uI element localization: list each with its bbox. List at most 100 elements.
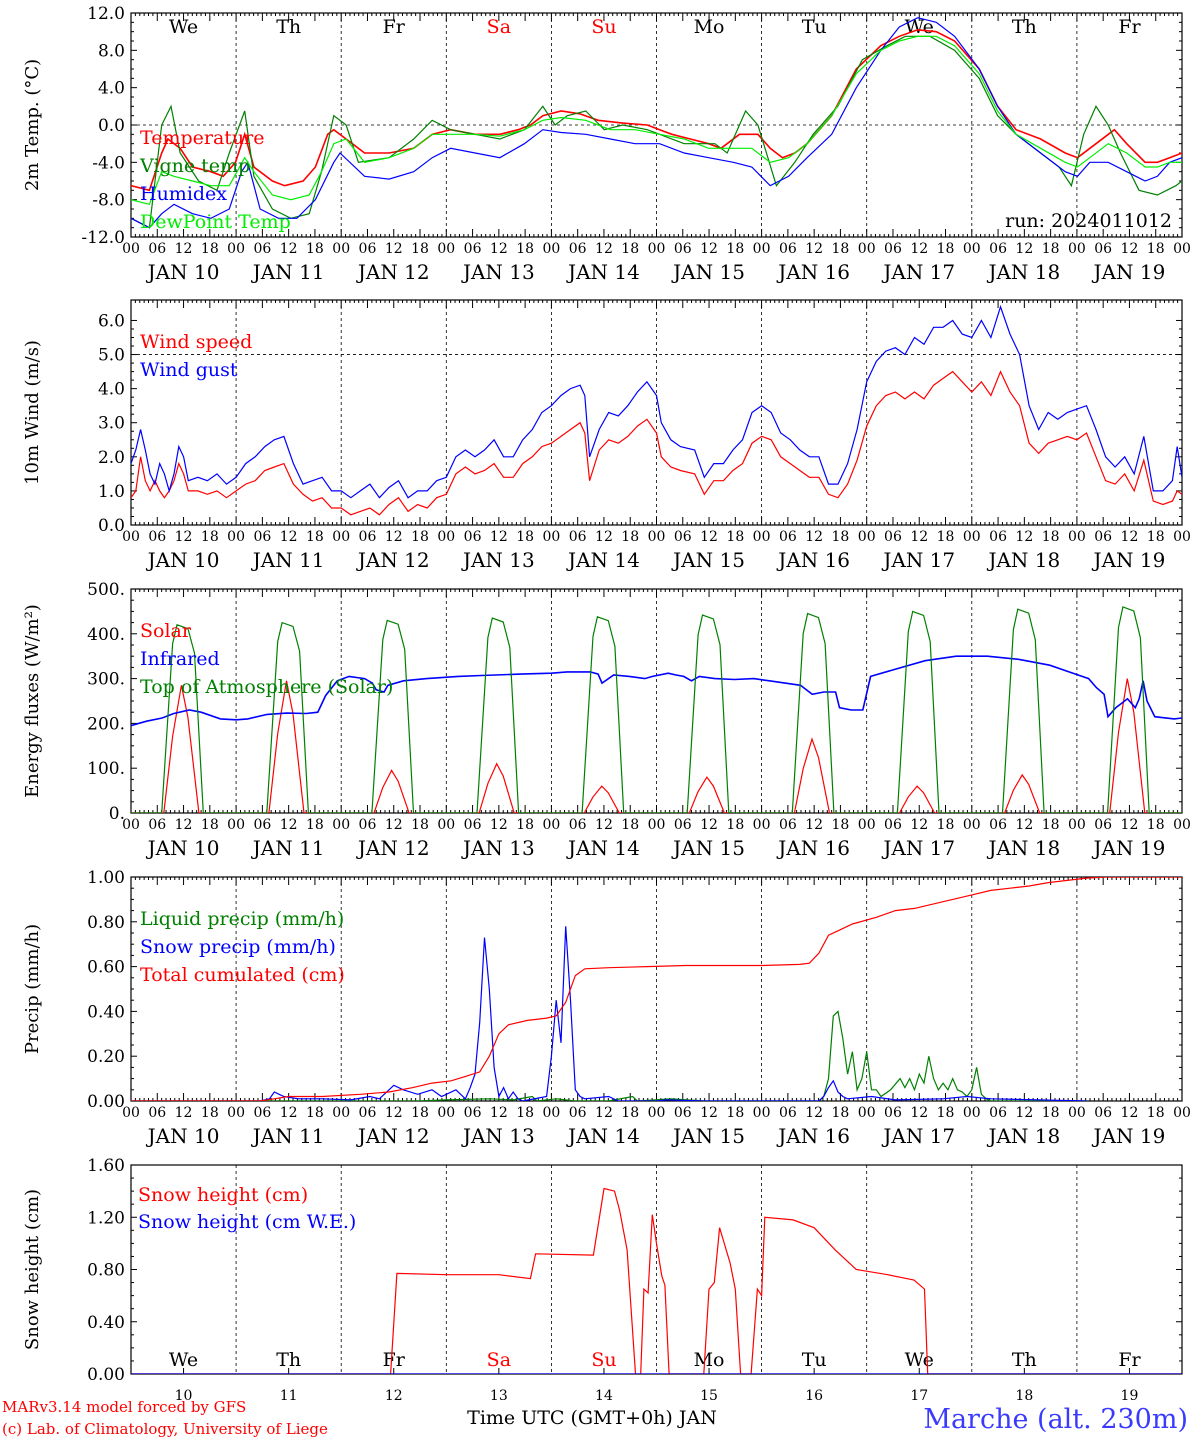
x-hour-label: 12 xyxy=(1121,817,1139,833)
x-hour-label: 00 xyxy=(332,817,350,833)
x-hour-label: 06 xyxy=(359,241,377,257)
x-date-label: JAN 12 xyxy=(356,548,430,572)
x-hour-label: 12 xyxy=(175,241,193,257)
x-hour-label: 00 xyxy=(437,1105,455,1121)
weekday-label: Sa xyxy=(487,1349,511,1371)
x-hour-label: 00 xyxy=(122,529,140,545)
legend-entry: Solar xyxy=(140,620,192,642)
x-hour-label: 12 xyxy=(280,1105,298,1121)
x-hour-label: 06 xyxy=(884,529,902,545)
x-hour-label: 06 xyxy=(253,817,271,833)
x-hour-label: 06 xyxy=(1094,817,1112,833)
x-date-label: JAN 15 xyxy=(671,548,745,572)
x-hour-label: 06 xyxy=(674,817,692,833)
legend-entry: Total cumulated (cm) xyxy=(140,964,345,986)
y-tick-label: 4.0 xyxy=(98,79,125,99)
weekday-label: Fr xyxy=(1118,16,1141,38)
series-line-0 xyxy=(131,370,1182,516)
legend-entry: Top of Atmosphere (Solar) xyxy=(140,676,393,698)
x-hour-label: 18 xyxy=(201,529,219,545)
panels: 12.0 8.0 4.0 0.0 -4.0 -8.0 -12.0 2m Temp. (°C) 0… xyxy=(22,4,1191,1404)
x-date-label: JAN 13 xyxy=(461,548,535,572)
x-date-label: JAN 14 xyxy=(566,1124,640,1148)
x-hour-label: 06 xyxy=(1094,241,1112,257)
y-tick-label: 0.00 xyxy=(87,1092,125,1112)
chart-panel-temp: 12.0 8.0 4.0 0.0 -4.0 -8.0 -12.0 2m Temp. (°C) 0… xyxy=(22,4,1191,284)
y-tick-label: 0.80 xyxy=(87,1261,125,1281)
x-date-label: JAN 11 xyxy=(251,548,325,572)
weekday-label: Tu xyxy=(802,16,827,38)
x-hour-label: 12 xyxy=(1121,529,1139,545)
x-date-label: JAN 17 xyxy=(881,836,955,860)
x-hour-label: 12 xyxy=(280,817,298,833)
series-line-0 xyxy=(131,678,1182,813)
x-day-number: 10 xyxy=(175,1388,193,1404)
x-hour-label: 06 xyxy=(674,529,692,545)
x-hour-label: 06 xyxy=(148,817,166,833)
x-hour-label: 12 xyxy=(1015,817,1033,833)
x-hour-label: 00 xyxy=(332,1105,350,1121)
x-date-label: JAN 19 xyxy=(1092,836,1166,860)
y-tick-label: 5.0 xyxy=(98,346,125,366)
x-hour-label: 12 xyxy=(490,529,508,545)
x-hour-label: 12 xyxy=(595,817,613,833)
x-day-number: 19 xyxy=(1121,1388,1139,1404)
x-hour-label: 12 xyxy=(700,241,718,257)
x-hour-label: 06 xyxy=(884,1105,902,1121)
weekday-label: Th xyxy=(1012,1349,1037,1371)
weekday-label: Mo xyxy=(694,16,725,38)
y-tick-label: 200. xyxy=(87,714,125,734)
x-date-label: JAN 10 xyxy=(146,548,220,572)
x-hour-label: 18 xyxy=(832,1105,850,1121)
plot-frame xyxy=(130,588,1183,814)
chart-panel-snow: 1.60 1.20 0.80 0.40 0.00 Snow height (cm) 10 We… xyxy=(22,1156,1183,1404)
x-date-label: JAN 15 xyxy=(671,836,745,860)
x-hour-label: 12 xyxy=(1015,1105,1033,1121)
weekday-label: Fr xyxy=(1118,1349,1141,1371)
x-hour-label: 18 xyxy=(411,817,429,833)
series-line-0 xyxy=(131,1010,1087,1101)
x-hour-label: 06 xyxy=(674,1105,692,1121)
legend-entry: Temperature xyxy=(140,127,264,149)
series-line-1 xyxy=(131,926,1087,1101)
x-hour-label: 06 xyxy=(884,817,902,833)
chart-panel-flux: 500. 400. 300. 200. 100. 0. Energy fluxes (W/m… xyxy=(22,580,1191,860)
x-hour-label: 12 xyxy=(595,1105,613,1121)
x-hour-label: 00 xyxy=(437,529,455,545)
x-hour-label: 00 xyxy=(963,529,981,545)
x-hour-label: 12 xyxy=(910,1105,928,1121)
y-axis-label: Precip (mm/h) xyxy=(22,924,43,1054)
x-hour-label: 18 xyxy=(201,241,219,257)
series-line-2 xyxy=(131,606,1182,813)
x-date-label: JAN 11 xyxy=(251,1124,325,1148)
plot-area xyxy=(131,877,1182,1101)
station-title: Marche (alt. 230m) xyxy=(923,1404,1188,1435)
x-hour-label: 06 xyxy=(148,529,166,545)
y-tick-label: 0.00 xyxy=(87,1365,125,1385)
x-hour-label: 00 xyxy=(648,529,666,545)
y-tick-label: 400. xyxy=(87,625,125,645)
x-hour-label: 18 xyxy=(726,1105,744,1121)
x-hour-label: 00 xyxy=(227,817,245,833)
x-hour-label: 06 xyxy=(359,1105,377,1121)
y-tick-label: 300. xyxy=(87,670,125,690)
x-hour-label: 00 xyxy=(227,529,245,545)
credit-line-2: (c) Lab. of Climatology, University of L… xyxy=(2,1420,328,1438)
x-hour-label: 00 xyxy=(542,529,560,545)
series-line-2 xyxy=(131,877,1182,1101)
x-hour-label: 12 xyxy=(1121,241,1139,257)
x-hour-label: 00 xyxy=(858,241,876,257)
x-hour-label: 00 xyxy=(227,241,245,257)
weekday-label: Su xyxy=(591,1349,616,1371)
x-hour-label: 06 xyxy=(569,817,587,833)
legend-entry: Wind gust xyxy=(140,359,238,381)
y-tick-label: 2.0 xyxy=(98,448,125,468)
x-hour-label: 00 xyxy=(122,241,140,257)
x-hour-label: 00 xyxy=(1173,1105,1191,1121)
credit-line-1: MARv3.14 model forced by GFS xyxy=(2,1398,246,1416)
y-tick-label: 0.0 xyxy=(98,116,125,136)
x-hour-label: 18 xyxy=(201,817,219,833)
y-tick-label: -8.0 xyxy=(92,191,125,211)
x-hour-label: 18 xyxy=(832,241,850,257)
